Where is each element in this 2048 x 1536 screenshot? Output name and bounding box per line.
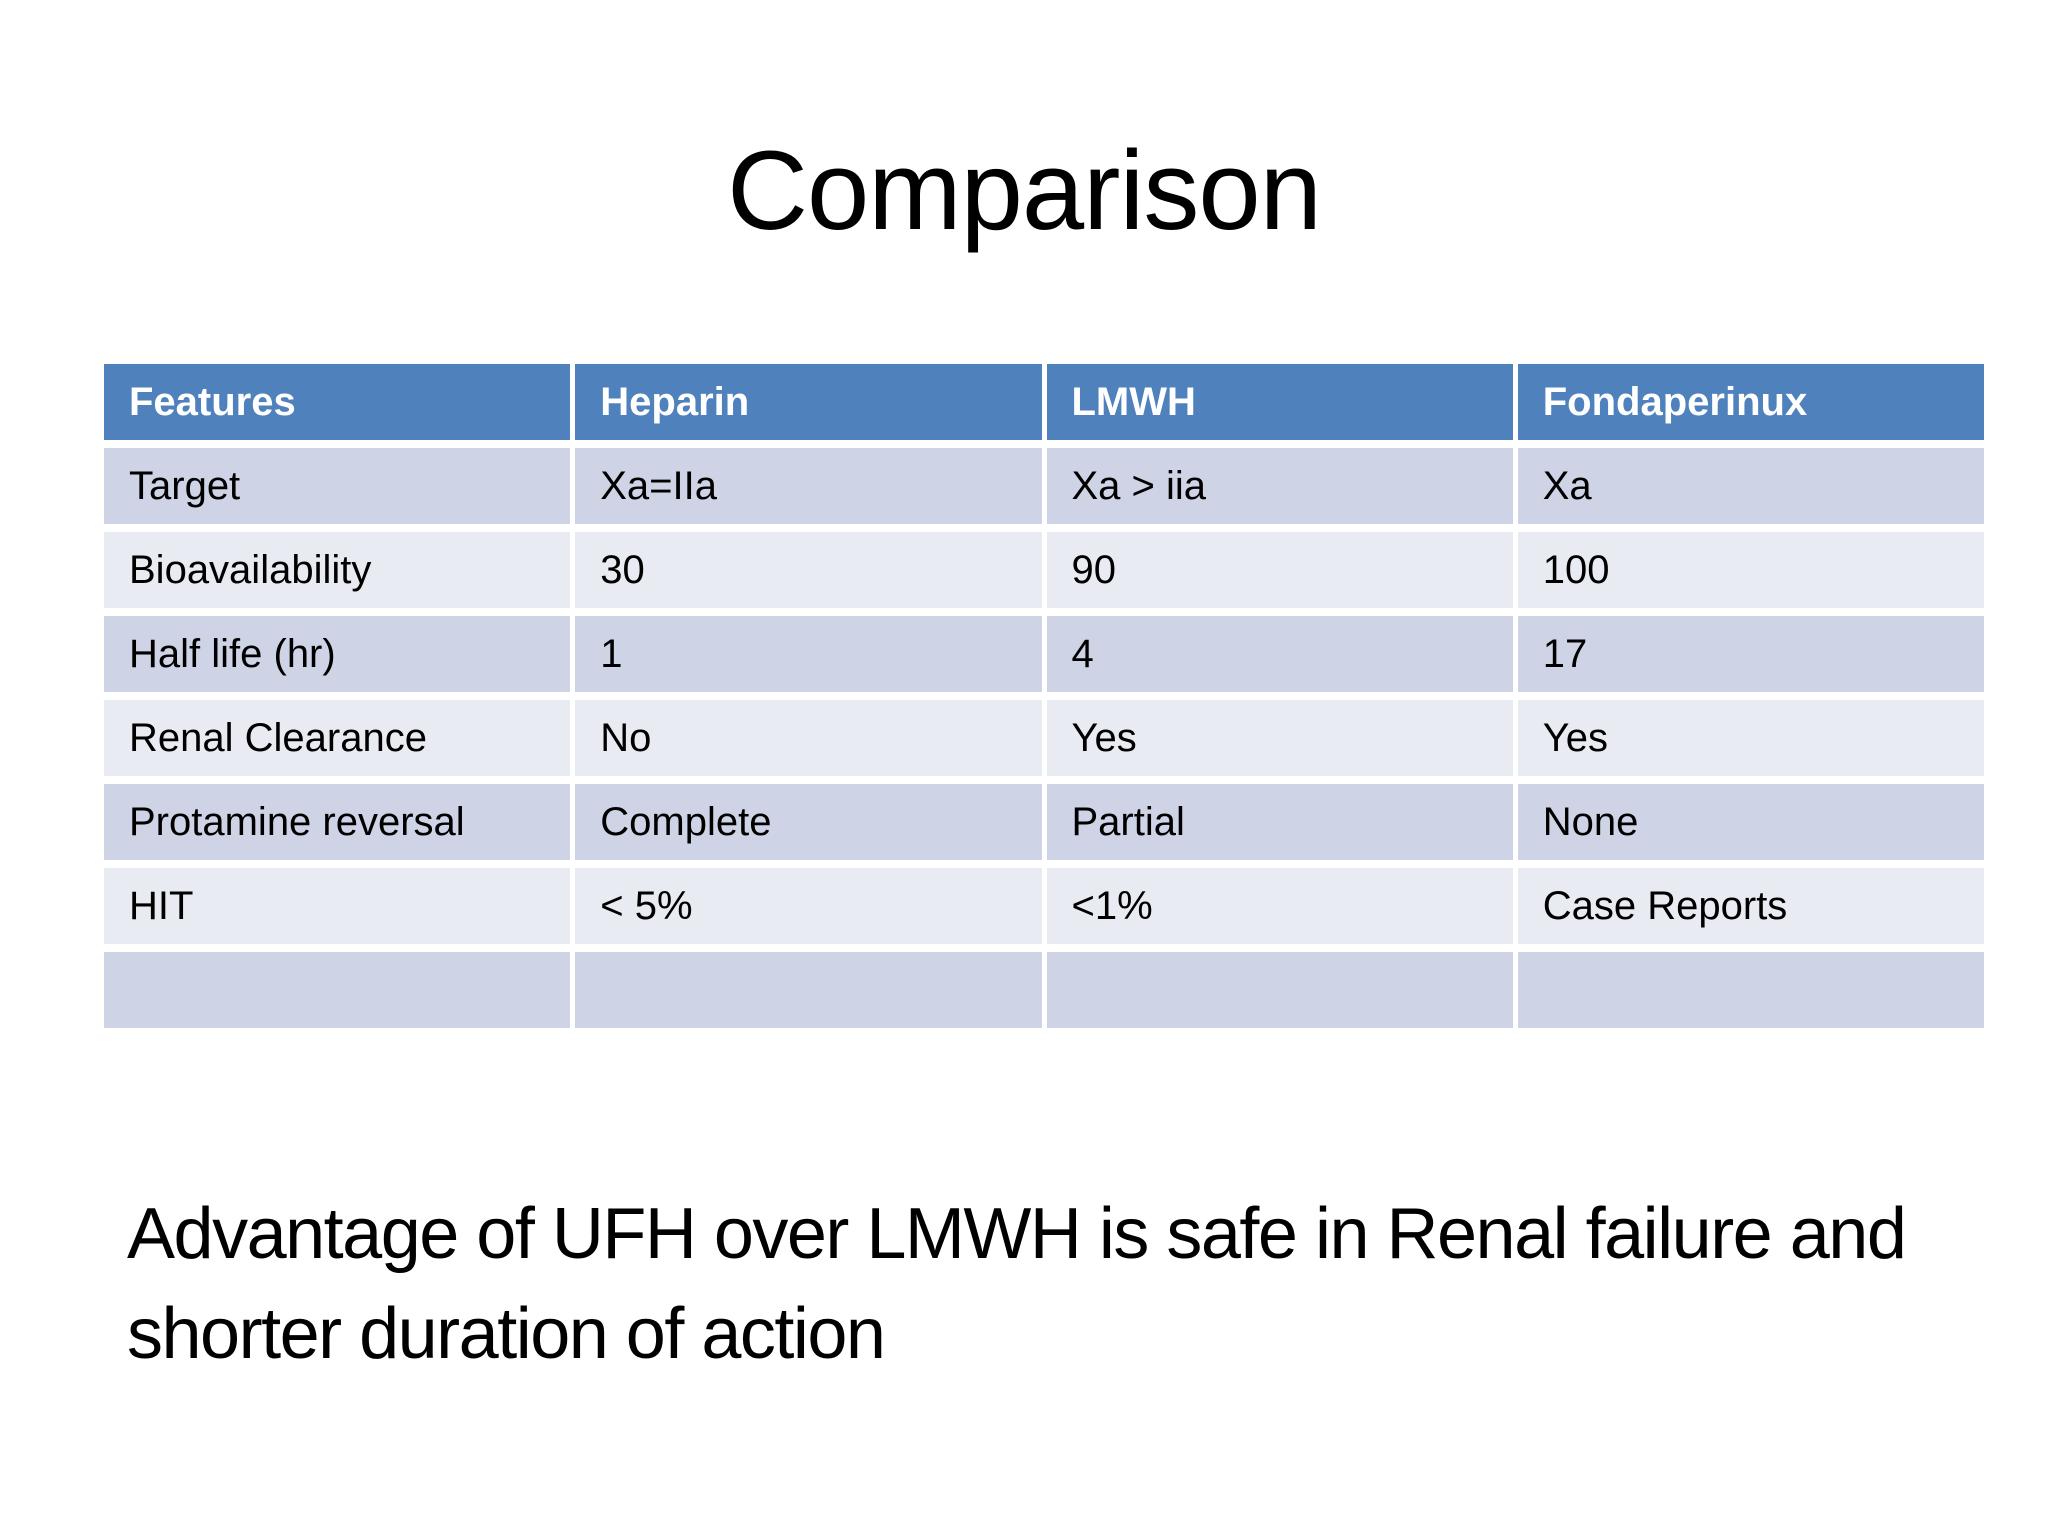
row-empty-lmwh (1046, 952, 1513, 1028)
row-target-feature: Target (104, 448, 571, 524)
note-line-2: shorter duration of action (127, 1294, 886, 1374)
row-empty-feature (104, 952, 571, 1028)
row-half-life-fondaperinux: 17 (1517, 616, 1984, 692)
row-hit-feature: HIT (104, 868, 571, 944)
column-header-fondaperinux: Fondaperinux (1517, 364, 1984, 440)
row-empty-fondaperinux (1517, 952, 1984, 1028)
row-target-heparin: Xa=IIa (575, 448, 1042, 524)
note-text: Advantage of UFH over LMWH is safe in Re… (127, 1184, 2027, 1384)
row-half-life-feature: Half life (hr) (104, 616, 571, 692)
row-renal-clearance-fondaperinux: Yes (1517, 700, 1984, 776)
row-hit-lmwh: <1% (1046, 868, 1513, 944)
row-bioavailability-lmwh: 90 (1046, 532, 1513, 608)
note-line-1: Advantage of UFH over LMWH is safe in Re… (127, 1194, 1907, 1274)
row-bioavailability-heparin: 30 (575, 532, 1042, 608)
row-bioavailability-fondaperinux: 100 (1517, 532, 1984, 608)
row-half-life-heparin: 1 (575, 616, 1042, 692)
row-protamine-reversal-fondaperinux: None (1517, 784, 1984, 860)
row-renal-clearance-feature: Renal Clearance (104, 700, 571, 776)
row-target-lmwh: Xa > iia (1046, 448, 1513, 524)
row-renal-clearance-lmwh: Yes (1046, 700, 1513, 776)
column-header-features: Features (104, 364, 571, 440)
row-half-life-lmwh: 4 (1046, 616, 1513, 692)
row-protamine-reversal-feature: Protamine reversal (104, 784, 571, 860)
row-renal-clearance-heparin: No (575, 700, 1042, 776)
column-header-heparin: Heparin (575, 364, 1042, 440)
comparison-table: Features Heparin LMWH Fondaperinux Targe… (104, 364, 1984, 1028)
row-bioavailability-feature: Bioavailability (104, 532, 571, 608)
row-hit-heparin: < 5% (575, 868, 1042, 944)
row-protamine-reversal-lmwh: Partial (1046, 784, 1513, 860)
row-hit-fondaperinux: Case Reports (1517, 868, 1984, 944)
column-header-lmwh: LMWH (1046, 364, 1513, 440)
slide-title: Comparison (727, 128, 1322, 253)
row-target-fondaperinux: Xa (1517, 448, 1984, 524)
row-empty-heparin (575, 952, 1042, 1028)
row-protamine-reversal-heparin: Complete (575, 784, 1042, 860)
